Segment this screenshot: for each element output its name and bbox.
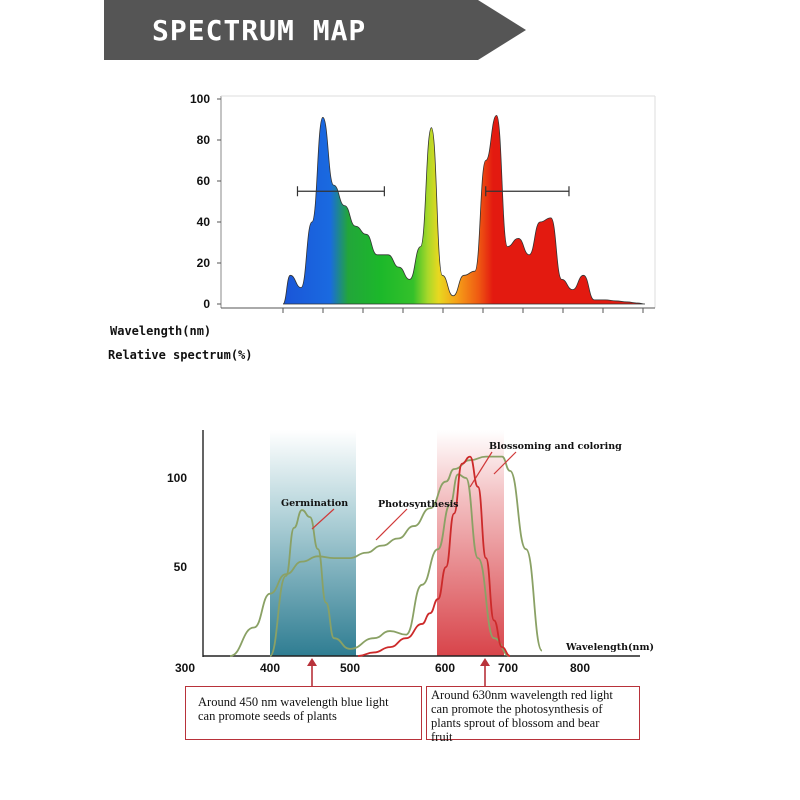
- y-axis-label: Relative spectrum(%): [108, 348, 253, 362]
- red-note-arrow: [480, 658, 490, 666]
- blossoming-pointer: [493, 451, 517, 475]
- germination-pointer: [311, 508, 335, 530]
- blue-note-line: can promote seeds of plants: [198, 709, 337, 723]
- x-tick-label: 400: [260, 661, 280, 675]
- y-tick-label: 100: [167, 471, 187, 485]
- y-tick-label: 80: [197, 133, 211, 147]
- y-tick-label: 20: [197, 256, 211, 270]
- blue-light-band: [270, 430, 356, 656]
- red-light-band: [437, 430, 504, 656]
- y-tick-label: 50: [174, 560, 188, 574]
- y-tick-label: 40: [197, 215, 211, 229]
- blue-note-arrow: [307, 658, 317, 666]
- red-light-note: Around 630nm wavelength red light can pr…: [426, 686, 640, 744]
- y-tick-label: 60: [197, 174, 211, 188]
- blue-light-note: Around 450 nm wavelength blue light can …: [185, 686, 422, 740]
- blossoming-pointer: [469, 451, 493, 488]
- x-tick-label: 800: [570, 661, 590, 675]
- blossoming-label: Blossoming and coloring: [489, 441, 622, 452]
- response-curve: [269, 473, 511, 657]
- response-curve: [357, 455, 511, 657]
- spectrum-chart: 0 20 40 60 80 100: [190, 92, 656, 313]
- x-axis-label: Wavelength(nm): [565, 642, 654, 653]
- spectrum-area: [282, 114, 646, 305]
- page-title: SPECTRUM MAP: [152, 14, 367, 47]
- germination-label: Germination: [281, 498, 348, 509]
- title-banner: [104, 0, 526, 60]
- x-tick-label: 500: [340, 661, 360, 675]
- x-tick-label: 700: [498, 661, 518, 675]
- x-tick-label: 300: [175, 661, 195, 675]
- red-note-line: Around 630nm wavelength red light: [431, 688, 613, 702]
- red-note-line: fruit: [431, 730, 453, 744]
- photosynthesis-label: Photosynthesis: [378, 499, 459, 510]
- red-note-line: can promote the photosynthesis of: [431, 702, 603, 716]
- response-curve: [229, 455, 543, 657]
- x-axis-label: Wavelength(nm): [110, 324, 212, 338]
- x-tick-label: 600: [435, 661, 455, 675]
- plant-response-chart: 50 100 300 400 500 600 700 800 Wavelength(nm) Ge…: [167, 430, 654, 686]
- red-note-line: plants sprout of blossom and bear: [431, 716, 600, 730]
- y-tick-label: 0: [203, 297, 210, 311]
- photosynthesis-pointer: [375, 508, 408, 541]
- blue-note-line: Around 450 nm wavelength blue light: [198, 695, 389, 709]
- y-tick-label: 100: [190, 92, 210, 106]
